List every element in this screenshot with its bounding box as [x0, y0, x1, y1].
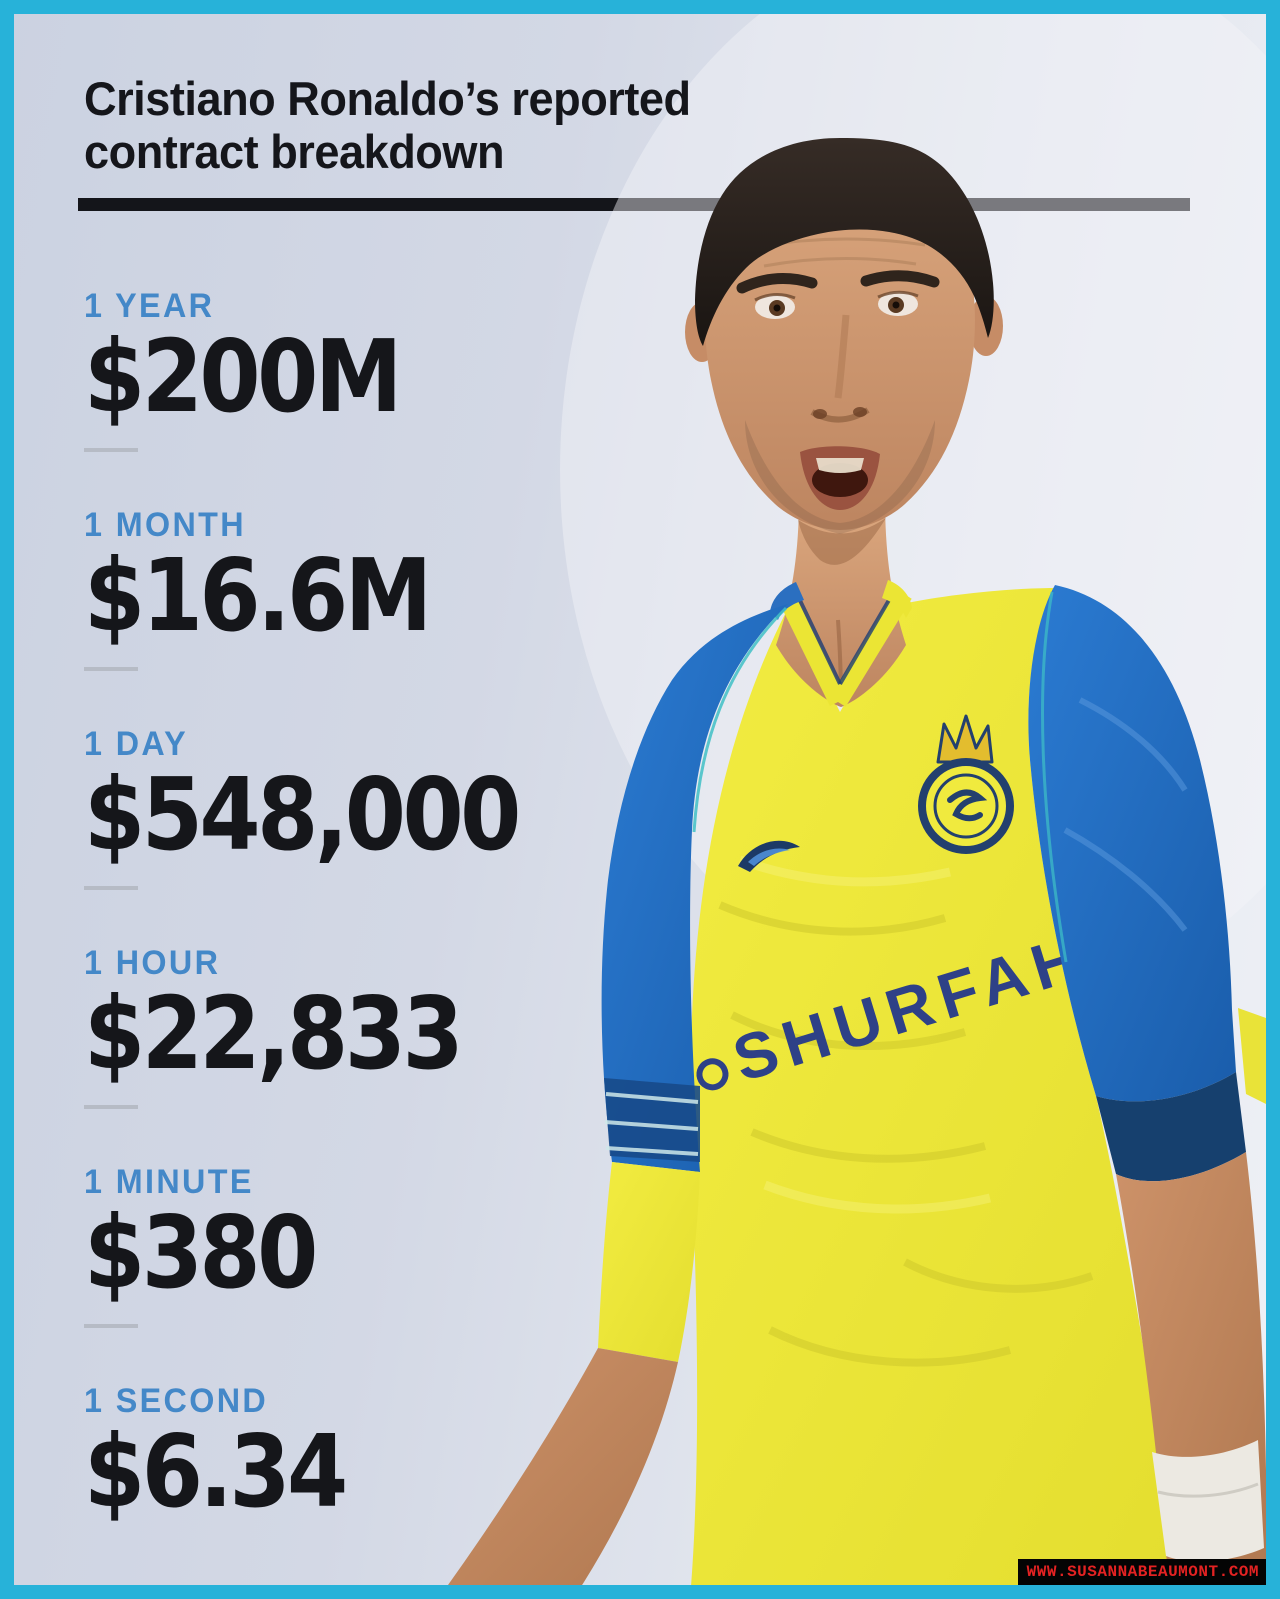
right-arm	[1028, 585, 1266, 1599]
brand-logo-accent	[748, 848, 790, 866]
page-title-line2: contract breakdown	[84, 125, 505, 178]
stat-divider	[84, 886, 138, 890]
stat-label: 1 SECOND	[84, 1382, 269, 1420]
stat-divider	[84, 1324, 138, 1328]
stat-block-day: 1 DAY $548,000	[84, 726, 577, 945]
contract-breakdown-list: 1 YEAR $200M 1 MONTH $16.6M 1 DAY $548,0…	[84, 288, 577, 1599]
stat-label: 1 HOUR	[84, 944, 221, 982]
left-arm	[438, 604, 788, 1599]
jersey-hem-sliver	[1238, 1008, 1266, 1104]
stat-value: $380	[84, 1194, 318, 1311]
stat-divider	[84, 1105, 138, 1109]
jersey-wrinkles	[718, 901, 1094, 1367]
stat-divider	[84, 667, 138, 671]
captain-armband	[604, 1092, 699, 1156]
stat-divider	[84, 448, 138, 452]
wrist-tape	[1152, 1440, 1264, 1562]
hair	[695, 138, 994, 346]
stat-label: 1 MONTH	[84, 506, 246, 544]
stubble-shadow	[745, 420, 935, 534]
player-head	[685, 138, 1003, 534]
stat-value: $200M	[84, 318, 402, 435]
page-title-line1: Cristiano Ronaldo’s reported	[84, 72, 691, 125]
sleeve-folds	[1063, 697, 1188, 932]
stat-block-month: 1 MONTH $16.6M	[84, 507, 577, 726]
stat-value: $6.34	[84, 1413, 348, 1530]
elbow-band	[1096, 1072, 1246, 1182]
stat-block-hour: 1 HOUR $22,833	[84, 945, 577, 1164]
stat-label: 1 DAY	[84, 725, 189, 763]
jersey-torso	[690, 588, 1179, 1599]
left-forearm	[438, 1348, 678, 1599]
jersey-sheen	[738, 855, 992, 1214]
eyes	[754, 290, 919, 319]
mouth	[800, 446, 880, 510]
stat-label: 1 MINUTE	[84, 1163, 254, 1201]
stat-value: $22,833	[84, 975, 464, 1092]
watermark: WWW.SUSANNABEAUMONT.COM	[1017, 1559, 1266, 1585]
stat-value: $548,000	[84, 756, 521, 873]
stat-block-year: 1 YEAR $200M	[84, 288, 577, 507]
neck-shadow	[798, 518, 886, 565]
page-title: Cristiano Ronaldo’s reported contract br…	[84, 72, 691, 178]
stat-block-second: 1 SECOND $6.34	[84, 1383, 577, 1599]
stat-value: $16.6M	[84, 537, 432, 654]
nose	[810, 314, 870, 423]
eyebrows	[736, 270, 940, 294]
left-sleeve-cuff	[598, 1162, 700, 1362]
stat-label: 1 YEAR	[84, 287, 215, 325]
club-crest	[918, 714, 1014, 854]
stat-block-minute: 1 MINUTE $380	[84, 1164, 577, 1383]
